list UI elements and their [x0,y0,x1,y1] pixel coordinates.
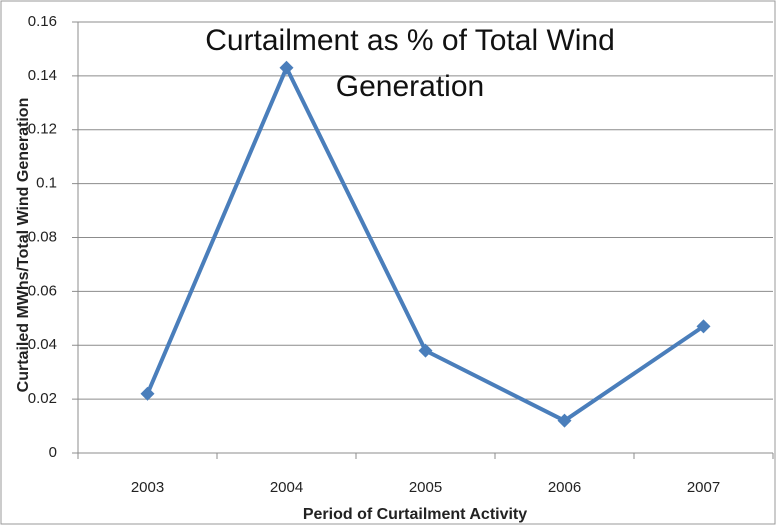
line [145,65,705,423]
point-marker [557,413,572,428]
x-tick-label: 2003 [131,479,164,496]
point-marker [140,386,155,401]
y-tick-label: 0.06 [28,282,57,299]
y-tick-label: 0.16 [28,13,57,30]
y-tick-label: 0.02 [28,390,57,407]
x-tick-label: 2004 [270,479,303,496]
y-tick-label: 0.08 [28,228,57,245]
point-marker [418,343,433,358]
point-marker [696,319,711,334]
x-tick-label: 2005 [409,479,442,496]
y-tick-label: 0 [49,444,57,461]
x-axis-label: Period of Curtailment Activity [303,506,527,523]
x-tick-label: 2007 [687,479,720,496]
y-tick-label: 0.04 [28,336,57,353]
y-axis-label: Curtailed MWhs/Total Wind Generation [15,98,32,393]
x-tick-label: 2006 [548,479,581,496]
point-marker [279,60,294,75]
chart-title: Curtailment as % of Total Wind Generatio… [205,24,615,103]
y-tick-label: 0.14 [28,67,57,84]
y-tick-label: 0.12 [28,121,57,138]
y-tick-label: 0.1 [36,175,57,192]
